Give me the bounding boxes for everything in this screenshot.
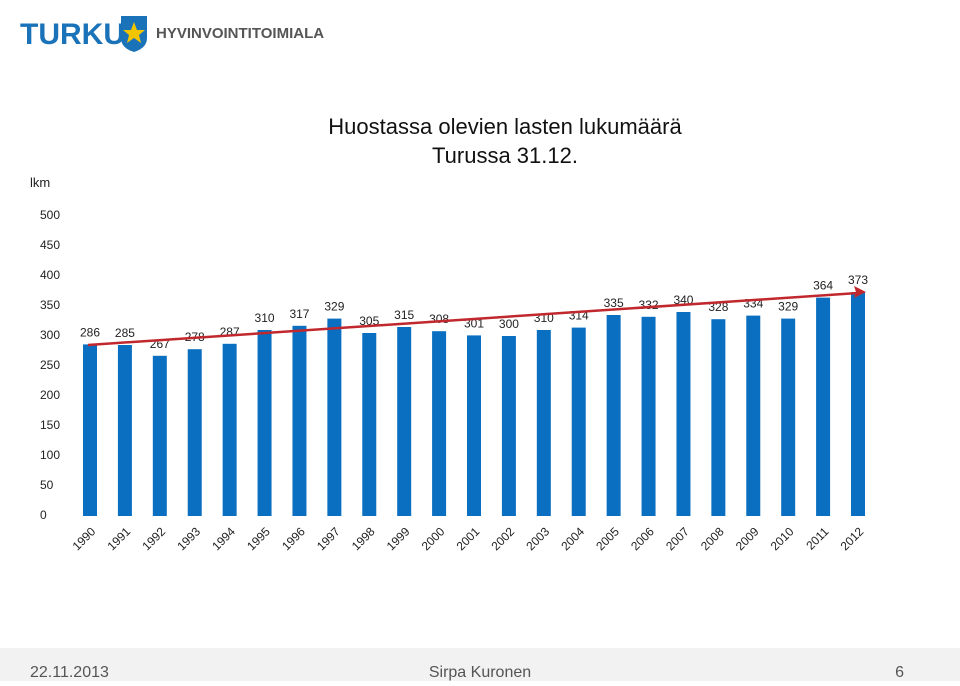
brand: TURKU — [20, 18, 125, 51]
bar — [467, 335, 481, 516]
plot: 0501001502002503003504004505002861990285… — [40, 208, 868, 553]
value-label: 285 — [115, 326, 135, 340]
footer-author: Sirpa Kuronen — [429, 664, 531, 681]
bar — [711, 319, 726, 516]
bar — [816, 297, 831, 516]
chart-subtitle: Turussa 31.12. — [432, 143, 578, 168]
y-tick-label: 450 — [40, 238, 60, 252]
value-label: 373 — [848, 273, 868, 287]
value-label: 332 — [639, 298, 659, 312]
bar — [152, 355, 167, 516]
bar — [641, 316, 656, 516]
bar — [606, 315, 621, 516]
bar — [222, 343, 237, 516]
y-tick-label: 400 — [40, 268, 60, 282]
trend-arrow — [854, 286, 866, 298]
bar — [397, 327, 412, 516]
bar — [501, 336, 516, 516]
bar — [83, 344, 97, 516]
bar — [432, 331, 447, 516]
y-axis-label: lkm — [30, 175, 50, 190]
y-tick-label: 100 — [40, 448, 60, 462]
y-tick-label: 300 — [40, 328, 60, 342]
value-label: 317 — [289, 307, 309, 321]
bar — [292, 325, 307, 516]
bar — [536, 330, 551, 516]
bar — [676, 312, 691, 516]
bar — [117, 345, 132, 516]
bar — [781, 318, 796, 516]
value-label: 329 — [778, 300, 798, 314]
y-tick-label: 50 — [40, 478, 54, 492]
y-tick-label: 350 — [40, 298, 60, 312]
value-label: 364 — [813, 279, 833, 293]
value-label: 308 — [429, 312, 449, 326]
bar — [746, 315, 761, 516]
footer-bar — [0, 648, 960, 681]
value-label: 286 — [80, 325, 100, 339]
trend-line — [87, 291, 859, 347]
bar — [571, 327, 586, 516]
value-label: 310 — [255, 311, 275, 325]
y-tick-label: 150 — [40, 418, 60, 432]
footer-page: 6 — [895, 664, 904, 681]
value-label: 329 — [324, 300, 344, 314]
chart-title: Huostassa olevien lasten lukumäärä — [328, 114, 682, 139]
y-tick-label: 500 — [40, 208, 60, 222]
footer-date: 22.11.2013 — [30, 664, 109, 681]
bar — [257, 330, 272, 516]
bar — [362, 333, 377, 516]
division: HYVINVOINTITOIMIALA — [156, 25, 324, 42]
bar — [851, 292, 865, 516]
y-tick-label: 0 — [40, 508, 47, 522]
crest — [121, 16, 147, 52]
bar — [187, 349, 202, 516]
bar — [327, 318, 342, 516]
value-label: 335 — [604, 296, 624, 310]
value-label: 300 — [499, 317, 519, 331]
value-label: 315 — [394, 308, 414, 322]
y-tick-label: 250 — [40, 358, 60, 372]
y-tick-label: 200 — [40, 388, 60, 402]
